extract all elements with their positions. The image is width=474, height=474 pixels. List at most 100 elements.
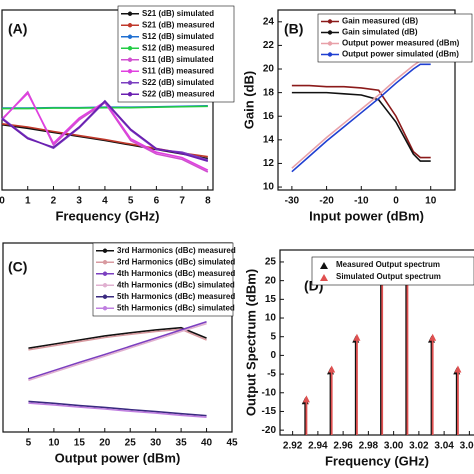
x-tick-label: 2 xyxy=(51,196,57,207)
legend-marker xyxy=(127,80,133,85)
legend-marker xyxy=(127,23,133,28)
legend-marker xyxy=(127,69,133,74)
legend-box xyxy=(117,5,235,103)
legend-box xyxy=(317,13,473,63)
x-tick-label: 30 xyxy=(150,438,162,449)
y-tick-label: -5 xyxy=(267,369,276,380)
y-tick-label: 5 xyxy=(270,331,276,342)
y-tick-label: 20 xyxy=(265,275,277,286)
x-tick-label: 0 xyxy=(0,196,5,207)
x-tick-label: 2.94 xyxy=(308,441,328,452)
y-tick-label: 0 xyxy=(270,350,276,361)
x-tick-label: 20 xyxy=(99,438,111,449)
x-tick-label: 2.96 xyxy=(333,441,353,452)
y-tick-label: 10 xyxy=(265,313,277,324)
legend-marker xyxy=(127,57,133,62)
x-axis-title: Frequency (GHz) xyxy=(325,453,429,468)
series-line xyxy=(28,326,207,349)
legend-marker xyxy=(327,19,333,24)
x-tick-label: 6 xyxy=(154,196,160,207)
plot-frame xyxy=(277,9,456,191)
legend-text: 4th Harmonics (dBc) measured xyxy=(117,269,235,278)
legend-marker xyxy=(127,46,133,51)
series-line xyxy=(28,322,207,382)
y-tick-label: 24 xyxy=(263,16,275,27)
x-tick-label: 3.00 xyxy=(384,441,404,452)
legend-text: Output power simulated (dBm) xyxy=(342,50,459,59)
y-tick-label: 20 xyxy=(263,64,275,75)
x-tick-label: 5 xyxy=(26,438,32,449)
x-tick-label: 45 xyxy=(226,438,238,449)
legend-text: S11 (dB) measured xyxy=(142,66,214,75)
stem-head xyxy=(454,365,462,373)
x-tick-label: 3.02 xyxy=(409,441,429,452)
stem-head xyxy=(429,333,437,341)
x-axis-title: Frequency (GHz) xyxy=(55,208,159,223)
y-tick-label: 12 xyxy=(263,158,275,169)
y-tick-label: 15 xyxy=(265,294,277,305)
x-axis-title: Input power (dBm) xyxy=(309,208,424,223)
y-tick-label: 18 xyxy=(263,87,275,98)
stem-head xyxy=(353,333,361,341)
x-tick-label: 5 xyxy=(128,196,134,207)
x-tick-label: -30 xyxy=(285,196,300,207)
legend-marker xyxy=(102,248,108,253)
legend-text: Output power measured (dBm) xyxy=(342,39,460,48)
legend-swatch xyxy=(320,262,328,269)
legend-text: 4th Harmonics (dBc) simulated xyxy=(117,280,235,289)
legend-marker xyxy=(102,306,108,311)
y-axis-title: Output Spectrum (dBm) xyxy=(243,269,258,416)
legend-text: S21 (dB) measured xyxy=(142,20,215,29)
stem-head xyxy=(328,365,336,373)
legend-text: 3rd Harmonics (dBc) simulated xyxy=(117,257,235,266)
y-tick-label: 10 xyxy=(263,182,275,193)
x-tick-label: 0 xyxy=(393,196,399,207)
legend-marker xyxy=(102,294,108,299)
x-tick-label: 3 xyxy=(76,196,82,207)
y-tick-label: 14 xyxy=(263,134,275,145)
legend-marker xyxy=(127,34,133,39)
panel-label: (C) xyxy=(8,259,27,275)
series-line xyxy=(1,123,208,160)
series-line xyxy=(1,99,209,162)
x-tick-label: 1 xyxy=(25,196,31,207)
legend-box xyxy=(311,256,474,286)
legend-text: S22 (dB) simulated xyxy=(142,78,214,87)
legend-marker xyxy=(127,11,133,16)
y-tick-label: 22 xyxy=(263,40,275,51)
legend-marker xyxy=(102,271,108,276)
legend-text: S12 (dB) measured xyxy=(142,43,215,52)
x-tick-label: 3.04 xyxy=(434,441,454,452)
x-tick-label: 15 xyxy=(74,438,86,449)
x-tick-label: 2.98 xyxy=(359,441,379,452)
legend-swatch xyxy=(320,274,328,281)
y-tick-label: -20 xyxy=(262,425,277,436)
y-tick-label: 25 xyxy=(265,257,277,268)
x-tick-label: 2.92 xyxy=(283,441,303,452)
legend-text: 5th Harmonics (dBc) simulated xyxy=(117,303,235,312)
legend-text: S11 (dB) simulated xyxy=(142,55,214,64)
x-tick-label: 4 xyxy=(102,196,108,207)
legend-text: Gain simulated (dB) xyxy=(342,28,418,37)
panel-label: (A) xyxy=(8,21,27,37)
legend-marker xyxy=(102,283,108,288)
x-tick-label: 8 xyxy=(205,196,211,207)
x-tick-label: 7 xyxy=(179,196,185,207)
x-tick-label: 25 xyxy=(125,438,137,449)
x-tick-label: 35 xyxy=(176,438,188,449)
legend-box xyxy=(92,242,234,317)
legend-marker xyxy=(327,41,333,46)
legend-marker xyxy=(102,260,108,265)
legend-marker xyxy=(327,52,333,57)
y-tick-label: -15 xyxy=(262,406,277,417)
x-tick-label: 40 xyxy=(201,438,213,449)
legend-text: Measured Output spectrum xyxy=(336,260,440,269)
series-line xyxy=(291,91,431,162)
y-tick-label: -10 xyxy=(262,387,277,398)
x-tick-label: 10 xyxy=(48,438,60,449)
series-line xyxy=(28,320,207,380)
legend-text: S21 (dB) simulated xyxy=(142,9,214,18)
series-line xyxy=(291,63,431,173)
x-axis-title: Output power (dBm) xyxy=(55,450,181,465)
